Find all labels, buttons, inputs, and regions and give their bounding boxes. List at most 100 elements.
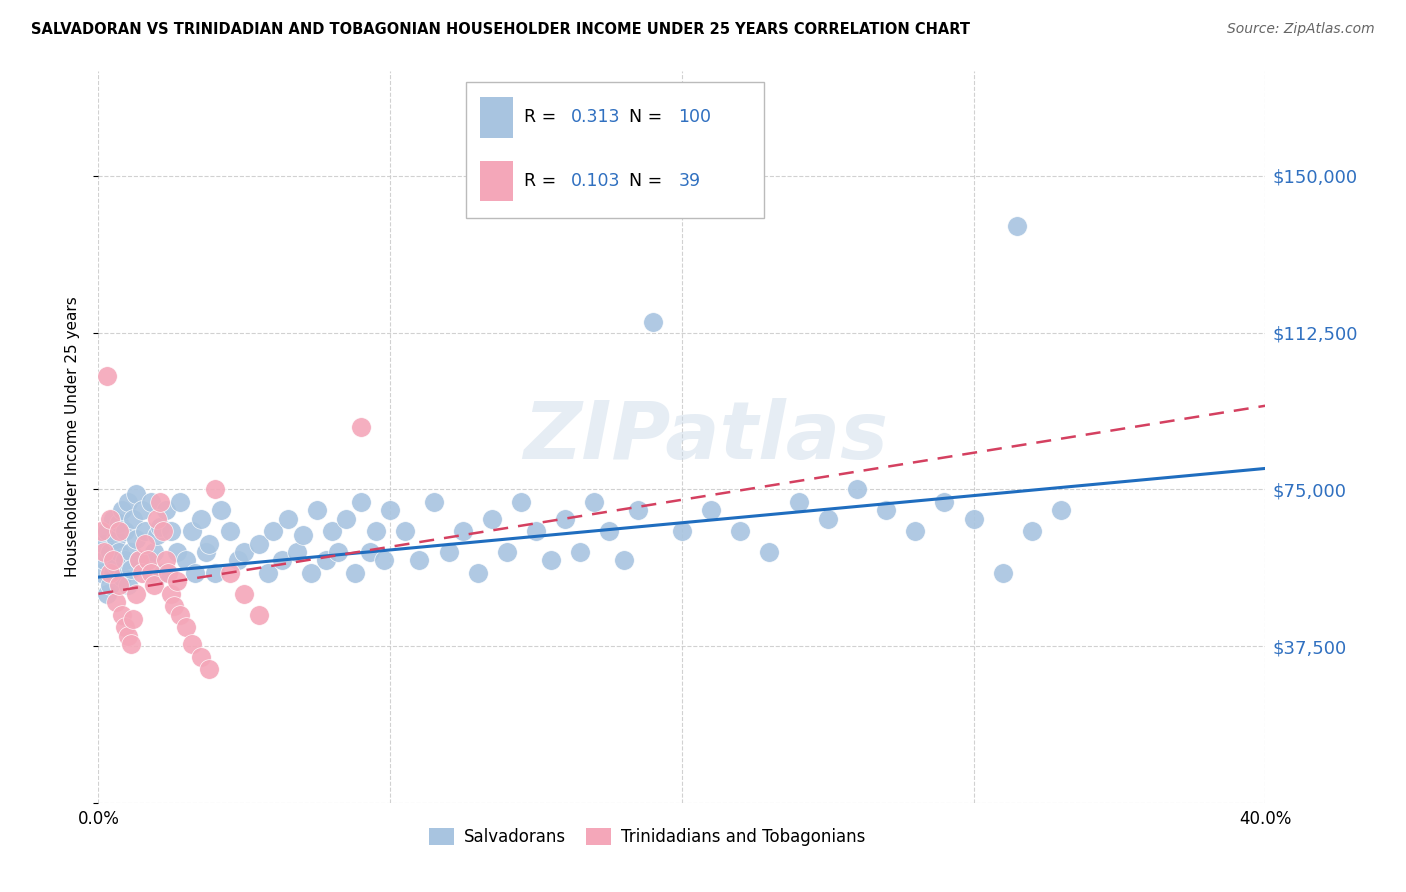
Point	[146, 511, 169, 525]
Point	[146, 528, 169, 542]
Point	[111, 570, 134, 584]
Point	[627, 503, 650, 517]
Point	[408, 553, 430, 567]
Point	[131, 503, 153, 517]
Point	[157, 566, 180, 580]
Point	[163, 599, 186, 614]
Point	[350, 495, 373, 509]
Point	[122, 612, 145, 626]
Point	[108, 578, 131, 592]
Point	[174, 620, 197, 634]
Point	[904, 524, 927, 538]
Point	[554, 511, 576, 525]
Text: ZIPatlas: ZIPatlas	[523, 398, 887, 476]
Point	[394, 524, 416, 538]
Text: N =: N =	[630, 172, 668, 190]
Point	[169, 607, 191, 622]
Point	[128, 553, 150, 567]
Point	[104, 533, 127, 547]
Point	[134, 524, 156, 538]
Point	[233, 545, 256, 559]
Point	[373, 553, 395, 567]
Point	[120, 637, 142, 651]
Point	[218, 566, 240, 580]
Point	[131, 566, 153, 580]
Point	[247, 536, 270, 550]
Point	[120, 562, 142, 576]
Point	[335, 511, 357, 525]
Point	[271, 553, 294, 567]
Point	[291, 528, 314, 542]
Point	[166, 545, 188, 559]
Point	[700, 503, 723, 517]
Point	[104, 558, 127, 572]
Point	[96, 587, 118, 601]
Point	[93, 553, 115, 567]
Text: 0.313: 0.313	[571, 109, 620, 127]
Text: N =: N =	[630, 109, 668, 127]
Point	[1021, 524, 1043, 538]
FancyBboxPatch shape	[465, 82, 763, 218]
Point	[934, 495, 956, 509]
Point	[166, 574, 188, 589]
Point	[155, 553, 177, 567]
Point	[117, 629, 139, 643]
Point	[423, 495, 446, 509]
Point	[122, 511, 145, 525]
FancyBboxPatch shape	[479, 161, 513, 202]
FancyBboxPatch shape	[479, 97, 513, 137]
Point	[108, 524, 131, 538]
Point	[93, 545, 115, 559]
Point	[93, 536, 115, 550]
Point	[262, 524, 284, 538]
Point	[209, 503, 232, 517]
Point	[101, 566, 124, 580]
Point	[101, 511, 124, 525]
Point	[437, 545, 460, 559]
Legend: Salvadorans, Trinidadians and Tobagonians: Salvadorans, Trinidadians and Tobagonian…	[422, 822, 872, 853]
Point	[204, 483, 226, 497]
Point	[190, 511, 212, 525]
Point	[139, 495, 162, 509]
Text: R =: R =	[524, 109, 562, 127]
Point	[180, 524, 202, 538]
Point	[451, 524, 474, 538]
Point	[481, 511, 503, 525]
Point	[98, 545, 121, 559]
Point	[1050, 503, 1073, 517]
Point	[142, 545, 165, 559]
Point	[101, 553, 124, 567]
Text: 0.103: 0.103	[571, 172, 620, 190]
Point	[98, 511, 121, 525]
Point	[195, 545, 218, 559]
Point	[730, 524, 752, 538]
Point	[160, 587, 183, 601]
Point	[128, 553, 150, 567]
Point	[540, 553, 562, 567]
Point	[198, 536, 221, 550]
Point	[136, 553, 159, 567]
Point	[136, 553, 159, 567]
Point	[125, 486, 148, 500]
Point	[846, 483, 869, 497]
Point	[120, 545, 142, 559]
Point	[256, 566, 278, 580]
Point	[117, 495, 139, 509]
Point	[152, 566, 174, 580]
Point	[875, 503, 897, 517]
Point	[344, 566, 367, 580]
Text: 100: 100	[679, 109, 711, 127]
Point	[152, 524, 174, 538]
Point	[350, 419, 373, 434]
Point	[90, 524, 112, 538]
Point	[315, 553, 337, 567]
Point	[510, 495, 533, 509]
Point	[183, 566, 205, 580]
Point	[1007, 219, 1029, 233]
Point	[364, 524, 387, 538]
Point	[641, 315, 664, 329]
Point	[96, 369, 118, 384]
Point	[108, 516, 131, 530]
Point	[111, 503, 134, 517]
Text: Source: ZipAtlas.com: Source: ZipAtlas.com	[1227, 22, 1375, 37]
